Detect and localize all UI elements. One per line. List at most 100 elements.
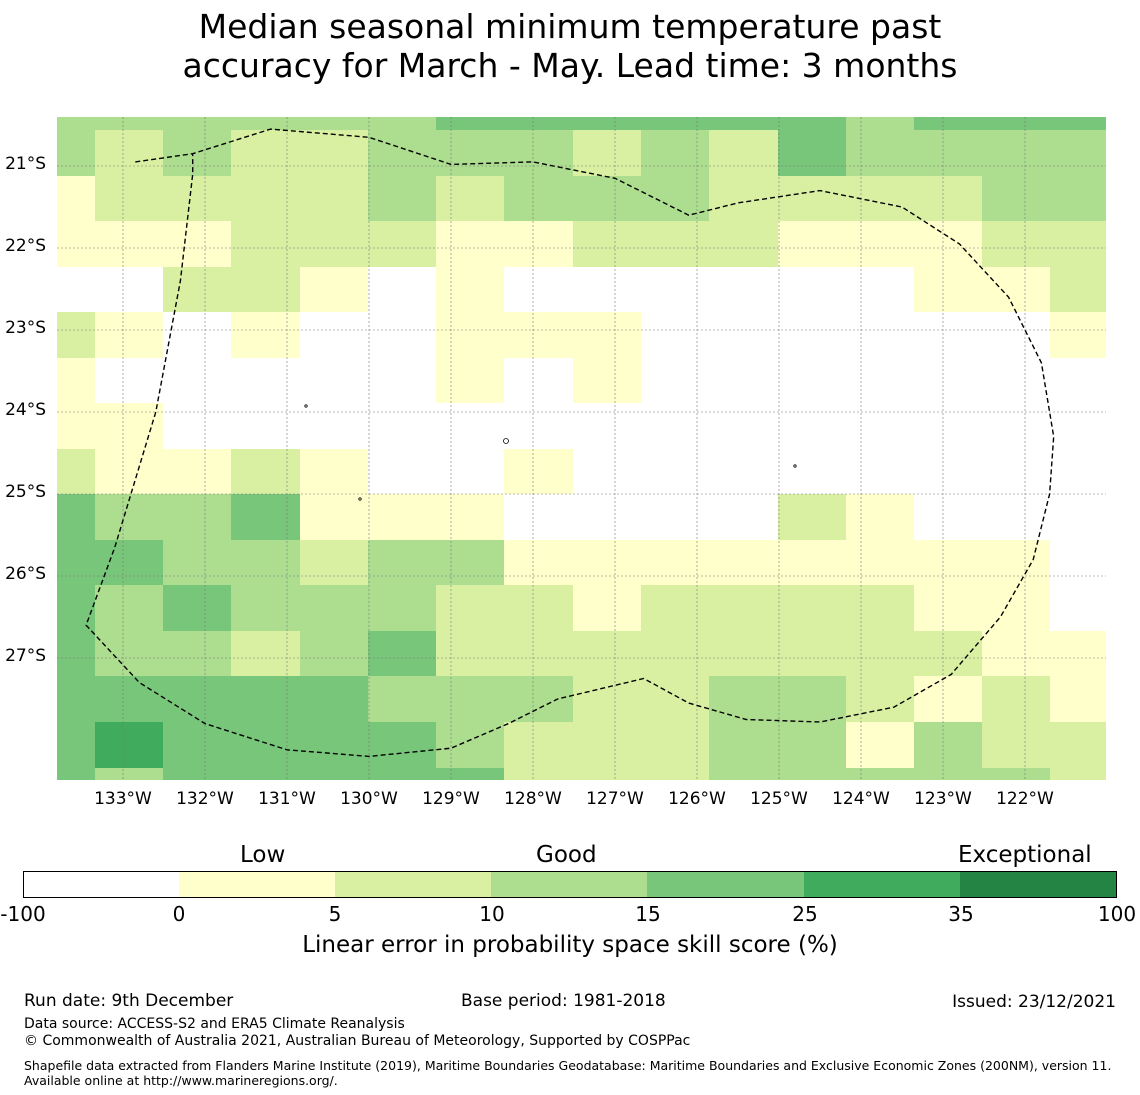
grid-cell [778,722,846,768]
grid-cell [504,403,573,449]
grid-cell [231,722,300,768]
grid-cell [914,722,982,768]
grid-cell [709,449,778,494]
grid-cell [846,221,914,267]
grid-cell [163,494,231,540]
data-source: Data source: ACCESS-S2 and ERA5 Climate … [24,1016,405,1032]
grid-cell [846,176,914,221]
grid-cell [982,130,1050,176]
grid-cell [778,221,846,267]
grid-cell [1050,312,1106,358]
grid-cell [57,130,95,176]
colorbar-tick-35: 35 [948,902,974,926]
grid-cell [368,176,436,221]
grid-cell [778,676,846,722]
grid-cell [709,540,778,585]
grid-cell [504,267,573,312]
grid-cell [57,540,95,585]
grid-cell [641,221,709,267]
grid-cell [163,585,231,631]
grid-cell [163,403,231,449]
grid-cell [1050,403,1106,449]
grid-cell [95,221,163,267]
grid-cell [163,540,231,585]
grid-cell [300,768,368,780]
grid-cell [57,267,95,312]
grid-cell [300,117,368,130]
grid-cell [368,676,436,722]
grid-cell [504,494,573,540]
lat-label-27s: 27°S [5,646,46,666]
grid-cell [300,130,368,176]
eez-boundary [85,128,1055,758]
grid-cell [778,117,846,130]
grid-cell [641,676,709,722]
grid-cell [914,449,982,494]
grid-cell [641,176,709,221]
grid-cell [95,117,163,130]
grid-cell [504,540,573,585]
colorbar-tick-0: 0 [172,902,186,926]
grid-cell [914,403,982,449]
grid-cell [641,449,709,494]
grid-cell [914,768,982,780]
colorbar-swatch-25-35 [804,871,961,898]
colorbar-swatch-10-15 [491,871,648,898]
grid-cell [368,403,436,449]
grid-cell [914,176,982,221]
grid-cell [57,676,95,722]
grid-cell [368,221,436,267]
colorbar-tick-5: 5 [328,902,342,926]
chart-title-line-1: Median seasonal minimum temperature past [198,7,942,46]
grid-cell [231,585,300,631]
grid-cell [436,312,504,358]
grid-cell [1050,117,1106,130]
grid-cell [778,768,846,780]
lon-label-131w: 131°W [258,789,316,809]
grid-cell [846,312,914,358]
copyright-notice: © Commonwealth of Australia 2021, Austra… [24,1033,691,1049]
grid-cell [709,358,778,403]
grid-cell [504,130,573,176]
grid-cell [846,130,914,176]
grid-cell [846,494,914,540]
grid-cell [95,130,163,176]
grid-cell [368,267,436,312]
grid-cell [95,403,163,449]
island-markers [304,404,797,501]
grid-cell [914,130,982,176]
grid-cell [641,312,709,358]
grid-cell [436,768,504,780]
grid-cell [436,403,504,449]
colorbar-tick-neg100: -100 [0,902,46,926]
grid-cell [778,403,846,449]
lat-label-24s: 24°S [5,400,46,420]
grid-cell [436,585,504,631]
grid-cell [846,722,914,768]
lon-label-128w: 128°W [504,789,562,809]
grid-cell [641,722,709,768]
lat-label-25s: 25°S [5,482,46,502]
grid-cell [504,117,573,130]
colorbar-category-good: Good [536,842,597,868]
lon-label-127w: 127°W [586,789,644,809]
grid-cell [504,676,573,722]
colorbar-tick-25: 25 [792,902,818,926]
grid-cell [231,676,300,722]
grid-cell [300,358,368,403]
chart-title-line-2: accuracy for March - May. Lead time: 3 m… [182,46,958,85]
grid-cell [914,676,982,722]
grid-cell [982,403,1050,449]
grid-cell [1050,130,1106,176]
grid-cell [57,449,95,494]
grid-cell [95,312,163,358]
grid-cell [573,221,641,267]
grid-cell [709,768,778,780]
grid-cell [231,494,300,540]
grid-cell [231,768,300,780]
grid-cell [163,449,231,494]
grid-cell [778,585,846,631]
grid-cell [641,631,709,676]
grid-cell [300,176,368,221]
island-marker [358,497,362,501]
